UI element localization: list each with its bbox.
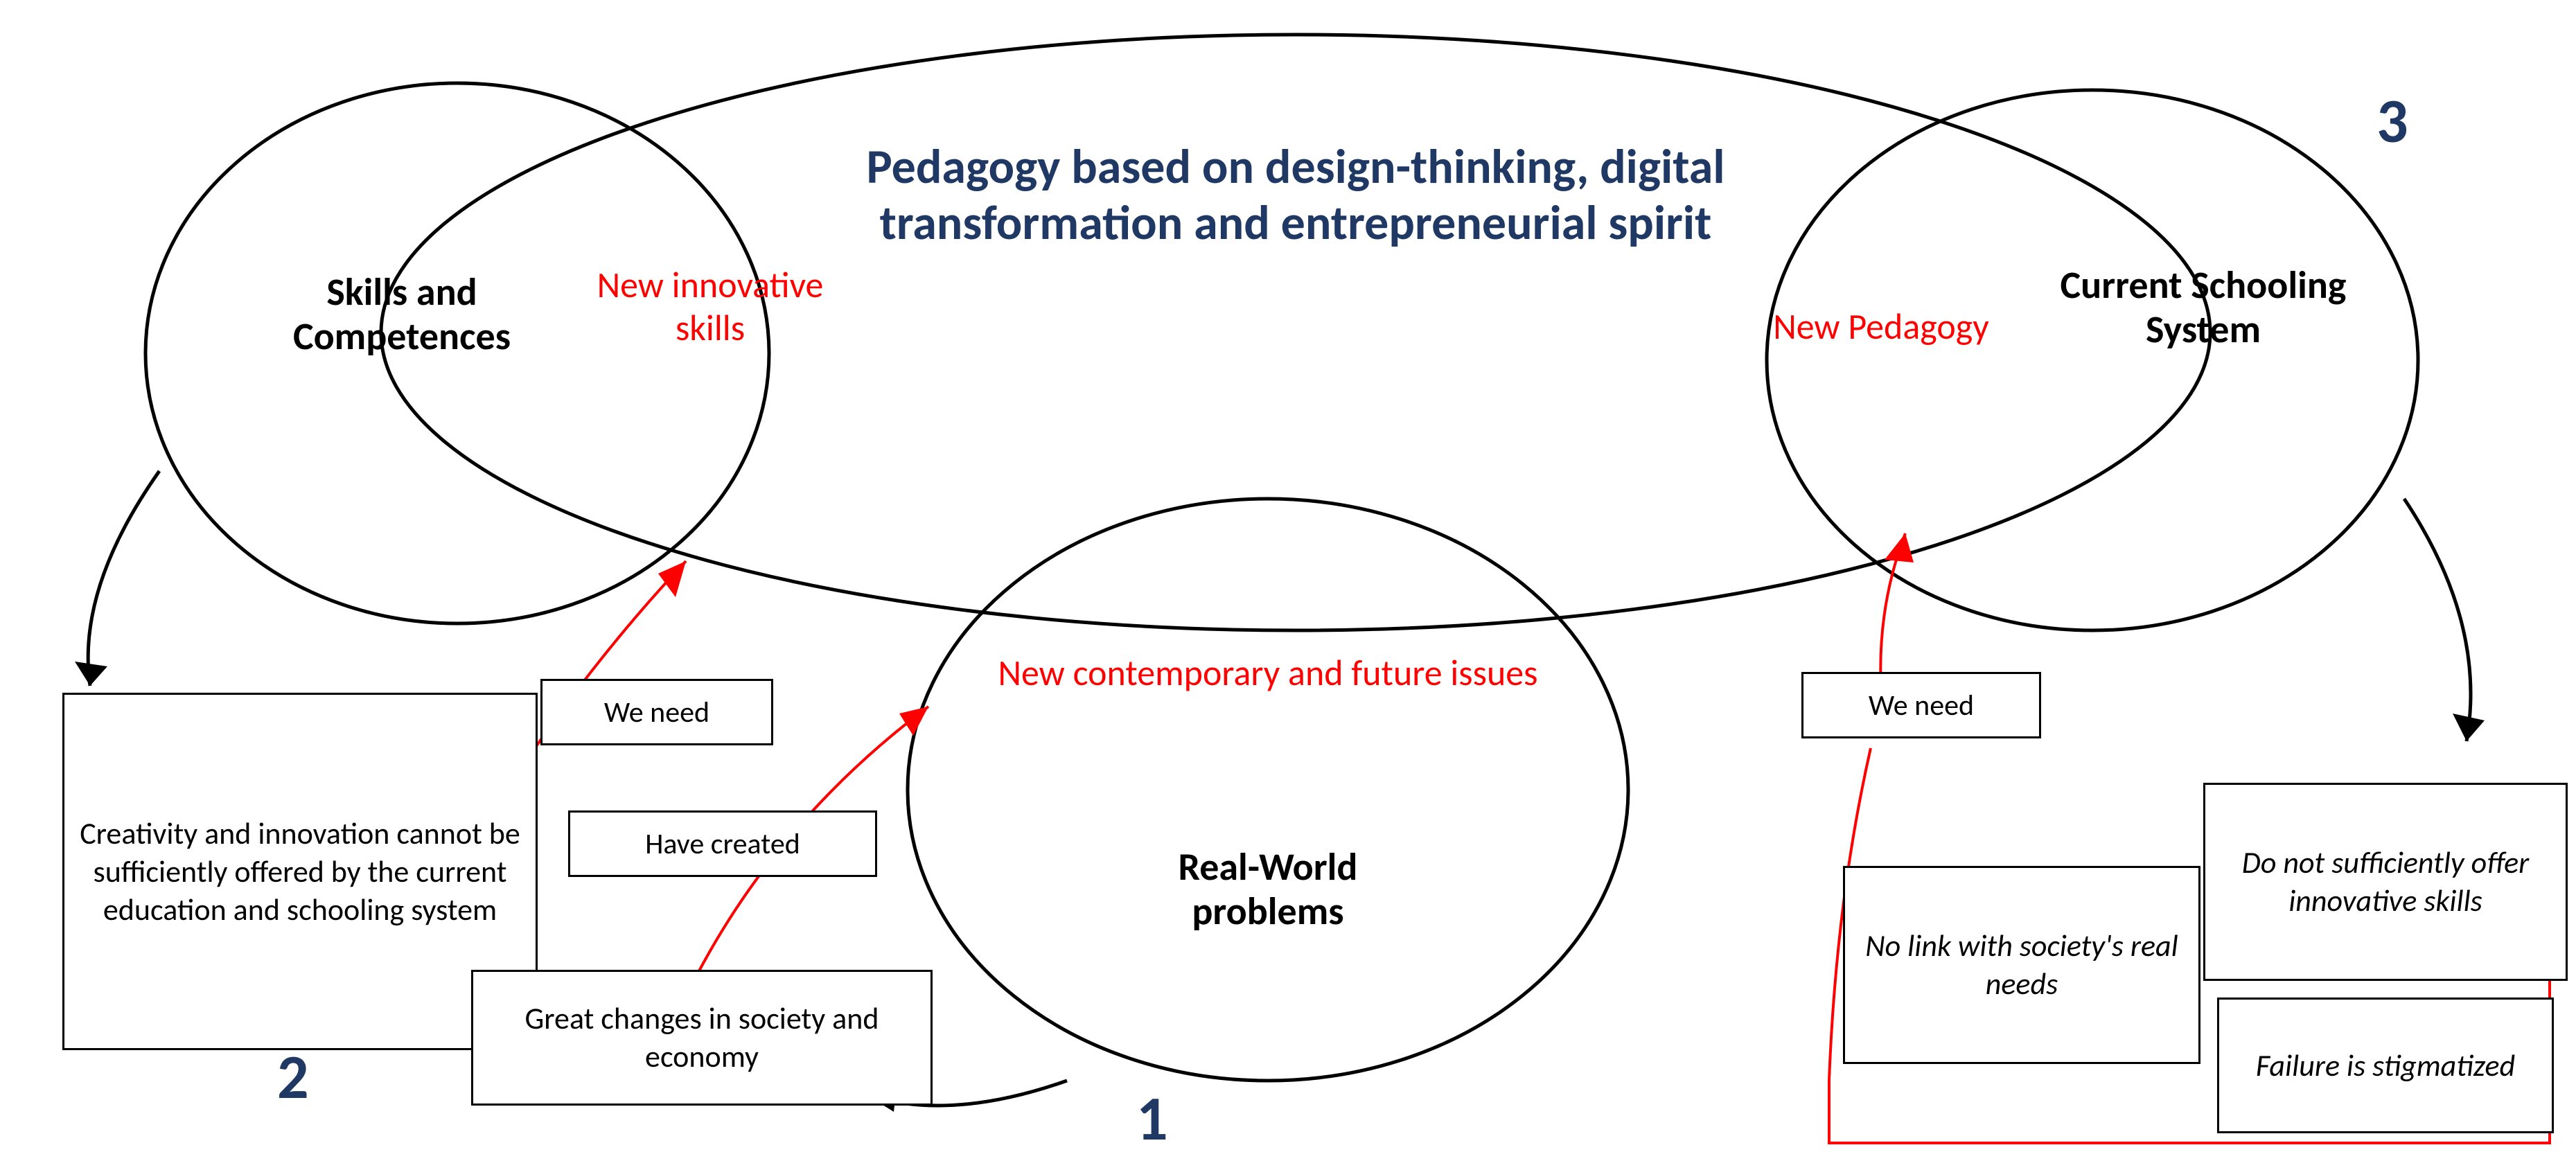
title-center: Pedagogy based on design-thinking, digit… — [852, 139, 1739, 250]
ellipse-schooling — [1767, 90, 2418, 630]
box-have-created: Have created — [568, 810, 877, 877]
box-do-not-offer: Do not sufficiently offer innovative ski… — [2203, 783, 2568, 981]
box-great-changes: Great changes in society and economy — [471, 970, 933, 1106]
arrow-left-down-head — [75, 662, 107, 686]
label-new-issues: New contemporary and future issues — [991, 651, 1545, 694]
box-we-need-right: We need — [1801, 672, 2041, 738]
arrow-right-down — [2404, 499, 2471, 741]
number-2: 2 — [277, 1039, 309, 1115]
number-1: 1 — [1136, 1081, 1168, 1157]
arrow-red-to-issues-head — [899, 707, 928, 736]
box-creativity: Creativity and innovation cannot be suff… — [62, 693, 538, 1050]
box-failure: Failure is stigmatized — [2217, 998, 2554, 1133]
box-we-need-left: We need — [540, 679, 773, 745]
arrow-left-down — [88, 471, 159, 686]
arrow-right-down-head — [2453, 713, 2485, 741]
label-new-pedagogy: New Pedagogy — [1767, 305, 1995, 348]
ellipse-realworld — [908, 499, 1628, 1081]
arrow-red-to-skills-head — [658, 561, 686, 597]
box-no-link: No link with society's real needs — [1843, 866, 2200, 1064]
label-new-skills: New innovative skills — [582, 263, 838, 350]
label-schooling: Current Schooling System — [2051, 263, 2356, 353]
label-skills: Skills and Competences — [263, 270, 540, 360]
number-3: 3 — [2376, 83, 2408, 159]
label-realworld: Real-World problems — [1109, 845, 1427, 934]
diagram-canvas: Pedagogy based on design-thinking, digit… — [0, 0, 2576, 1170]
arrow-red-to-pedagogy-head — [1885, 533, 1914, 562]
